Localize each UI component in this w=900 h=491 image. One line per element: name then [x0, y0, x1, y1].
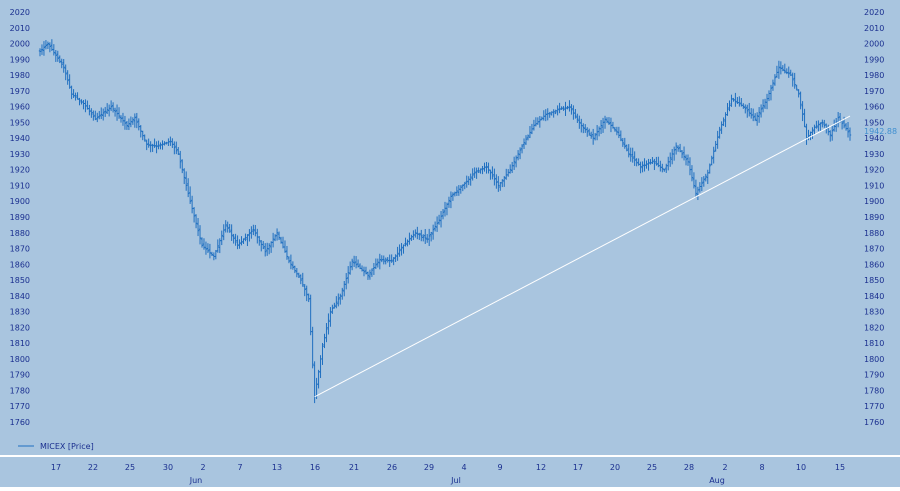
y-tick-label-right: 1790: [864, 371, 884, 380]
x-tick-label: 10: [796, 463, 806, 472]
y-tick-label-right: 1770: [864, 402, 884, 411]
y-tick-label-right: 2000: [864, 40, 884, 49]
trend-line: [314, 115, 851, 398]
y-tick-label-right: 1820: [864, 323, 884, 332]
x-tick-label: 12: [536, 463, 546, 472]
y-tick-label-right: 1780: [864, 386, 884, 395]
x-tick-label: 21: [349, 463, 359, 472]
y-tick-label-left: 1800: [10, 355, 30, 364]
y-tick-label-right: 1810: [864, 339, 884, 348]
month-label: Aug: [709, 476, 725, 485]
y-tick-label-right: 1870: [864, 245, 884, 254]
y-tick-label-left: 1870: [10, 245, 30, 254]
y-tick-label-left: 1950: [10, 118, 30, 127]
y-axis-right: 1760 1770 1780 1790 1800 1810 1820 1830 1840 1850…: [864, 8, 884, 427]
y-tick-label-right: 1860: [864, 260, 884, 269]
y-tick-label-left: 1900: [10, 197, 30, 206]
y-tick-label-left: 1960: [10, 103, 30, 112]
x-tick-label: 17: [573, 463, 583, 472]
month-label: Jul: [450, 476, 461, 485]
y-tick-label-right: 1900: [864, 197, 884, 206]
y-tick-label-left: 1940: [10, 134, 30, 143]
y-tick-label-left: 2010: [10, 24, 30, 33]
x-tick-label: 8: [759, 463, 764, 472]
y-tick-label-left: 1760: [10, 418, 30, 427]
y-tick-label-right: 1930: [864, 150, 884, 159]
y-tick-label-right: 1990: [864, 55, 884, 64]
y-tick-label-left: 1840: [10, 292, 30, 301]
x-tick-label: 15: [835, 463, 845, 472]
y-tick-label-left: 1850: [10, 276, 30, 285]
x-tick-label: 16: [310, 463, 320, 472]
y-tick-label-right: 2020: [864, 8, 884, 17]
x-axis-month-labels: Jun Jul Aug: [189, 476, 725, 485]
x-tick-label: 29: [424, 463, 434, 472]
y-tick-label-left: 1970: [10, 87, 30, 96]
price-bars: [38, 39, 852, 404]
y-tick-label-left: 1810: [10, 339, 30, 348]
x-tick-label: 25: [125, 463, 135, 472]
month-label: Jun: [189, 476, 203, 485]
x-tick-label: 4: [461, 463, 466, 472]
legend: MICEX [Price]: [18, 442, 94, 451]
x-tick-label: 25: [647, 463, 657, 472]
x-tick-label: 30: [163, 463, 173, 472]
x-tick-label: 9: [497, 463, 502, 472]
y-tick-label-right: 1960: [864, 103, 884, 112]
x-tick-label: 2: [200, 463, 205, 472]
y-tick-label-left: 1860: [10, 260, 30, 269]
x-tick-label: 17: [51, 463, 61, 472]
y-tick-label-right: 1920: [864, 166, 884, 175]
y-tick-label-right: 1950: [864, 118, 884, 127]
y-tick-label-right: 1970: [864, 87, 884, 96]
y-tick-label-left: 1890: [10, 213, 30, 222]
y-tick-label-left: 1910: [10, 181, 30, 190]
y-tick-label-left: 1820: [10, 323, 30, 332]
y-tick-label-right: 1980: [864, 71, 884, 80]
y-tick-label-right: 1800: [864, 355, 884, 364]
y-tick-label-right: 1760: [864, 418, 884, 427]
y-tick-label-right: 1840: [864, 292, 884, 301]
y-tick-label-right: 1850: [864, 276, 884, 285]
y-tick-label-left: 1790: [10, 371, 30, 380]
y-tick-label-left: 1880: [10, 229, 30, 238]
y-tick-label-right: 1940: [864, 134, 884, 143]
y-tick-label-left: 1920: [10, 166, 30, 175]
y-tick-label-left: 1770: [10, 402, 30, 411]
x-tick-label: 2: [722, 463, 727, 472]
y-tick-label-left: 1830: [10, 308, 30, 317]
x-tick-label: 13: [272, 463, 282, 472]
y-tick-label-right: 1910: [864, 181, 884, 190]
x-tick-label: 7: [237, 463, 242, 472]
last-price-label: 1942.88: [864, 127, 897, 136]
legend-label: MICEX [Price]: [40, 442, 94, 451]
y-tick-label-left: 1780: [10, 386, 30, 395]
y-tick-label-left: 1990: [10, 55, 30, 64]
y-tick-label-right: 2010: [864, 24, 884, 33]
y-tick-label-right: 1830: [864, 308, 884, 317]
x-tick-label: 28: [684, 463, 694, 472]
y-axis-left: 1760 1770 1780 1790 1800 1810 1820 1830 1840 1850…: [10, 8, 30, 427]
y-tick-label-right: 1890: [864, 213, 884, 222]
y-tick-label-left: 2000: [10, 40, 30, 49]
y-tick-label-left: 1930: [10, 150, 30, 159]
x-tick-label: 22: [88, 463, 98, 472]
x-tick-label: 20: [610, 463, 620, 472]
y-tick-label-left: 2020: [10, 8, 30, 17]
y-tick-label-right: 1880: [864, 229, 884, 238]
x-axis-day-labels: 17 22 25 30 2 7 13 16 21 26 29 4 9 12 17 20 25 28 2 8 10 15: [51, 463, 845, 472]
x-tick-label: 26: [387, 463, 397, 472]
y-tick-label-left: 1980: [10, 71, 30, 80]
